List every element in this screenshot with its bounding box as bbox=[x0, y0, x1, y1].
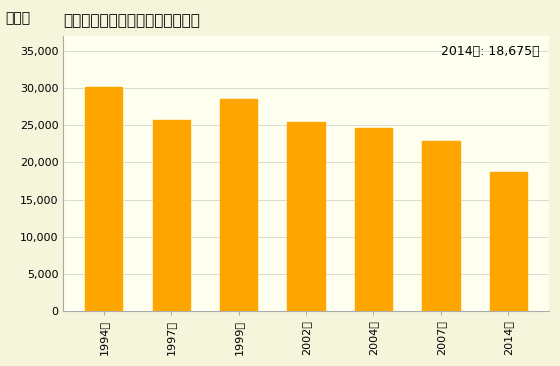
Text: その他の卸売業の従業者数の推移: その他の卸売業の従業者数の推移 bbox=[63, 13, 200, 28]
Bar bbox=[152, 120, 190, 311]
Bar bbox=[355, 128, 392, 311]
Bar bbox=[490, 172, 527, 311]
Bar bbox=[85, 87, 122, 311]
Bar bbox=[220, 99, 257, 311]
Text: 2014年: 18,675人: 2014年: 18,675人 bbox=[441, 45, 539, 57]
Bar bbox=[287, 122, 325, 311]
Bar bbox=[422, 141, 460, 311]
Text: ［人］: ［人］ bbox=[5, 11, 30, 25]
